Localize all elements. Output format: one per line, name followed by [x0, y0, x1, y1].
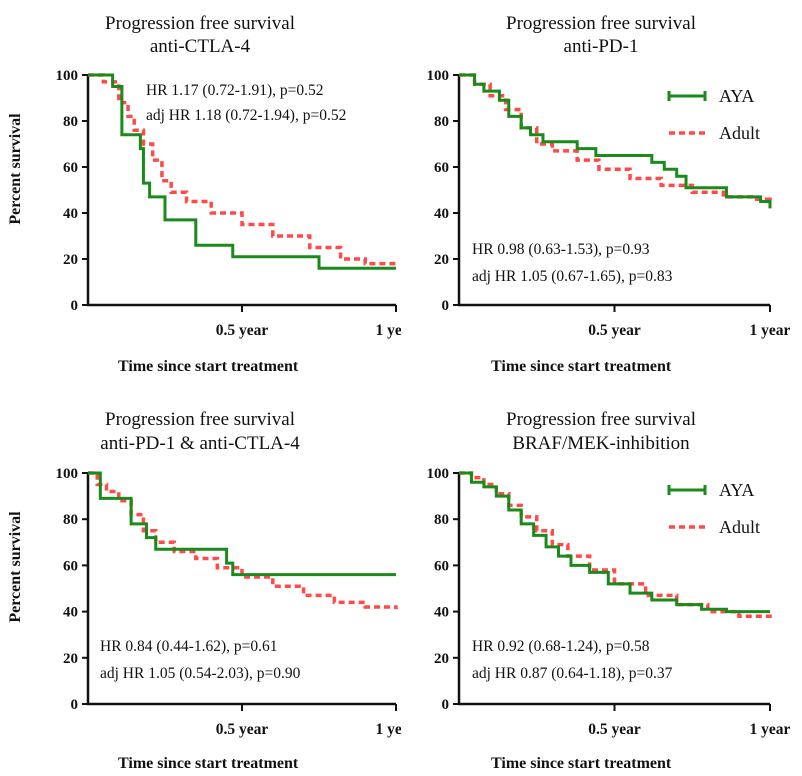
y-tick-label: 20: [434, 252, 449, 268]
adult-survival-curve: [459, 471, 772, 619]
hazard-ratio-text: HR 0.92 (0.68-1.24), p=0.58: [472, 638, 650, 655]
y-tick-label: 80: [434, 114, 449, 130]
y-tick-label: 60: [63, 160, 78, 176]
panel-title-line2: anti-PD-1: [563, 36, 639, 57]
aya-survival-curve: [459, 471, 770, 614]
panel-braf-mek-inhibition: Progression free survival BRAF/MEK-inhib…: [401, 394, 802, 776]
y-tick-label: 100: [56, 68, 79, 84]
x-tick-label: 1 year: [376, 322, 401, 339]
survival-plot: 0 20 40 60 80 100 0.5 year 1 year: [56, 68, 402, 339]
adjusted-hazard-ratio-text: adj HR 0.87 (0.64-1.18), p=0.37: [472, 665, 673, 682]
x-axis-label: Time since start treatment: [491, 358, 672, 375]
survival-plot: 0 20 40 60 80 100 0.5 year 1 year AYA Adult: [427, 68, 791, 339]
x-axis-label: Time since start treatment: [491, 755, 672, 772]
x-tick-label: 0.5 year: [588, 322, 641, 339]
adjusted-hazard-ratio-text: adj HR 1.05 (0.54-2.03), p=0.90: [100, 665, 301, 682]
panel-title-line2: anti-CTLA-4: [149, 36, 251, 57]
y-tick-label: 40: [63, 206, 78, 222]
aya-survival-curve: [88, 73, 396, 270]
x-tick-label: 0.5 year: [216, 322, 269, 339]
survival-plot: 0 20 40 60 80 100 0.5 year 1 year: [56, 466, 402, 738]
legend-adult-label: Adult: [719, 517, 760, 537]
y-tick-label: 0: [442, 697, 450, 713]
aya-survival-curve: [459, 73, 772, 209]
panel-title-line1: Progression free survival: [105, 409, 295, 430]
aya-survival-curve: [88, 471, 396, 577]
y-tick-label: 80: [63, 512, 78, 528]
y-tick-label: 20: [63, 651, 78, 667]
panel-title-line2: anti-PD-1 & anti-CTLA-4: [100, 433, 300, 454]
panel-title-line1: Progression free survival: [105, 13, 295, 34]
y-tick-label: 20: [63, 252, 78, 268]
legend-aya-label: AYA: [719, 86, 754, 106]
panel-anti-pd1-anti-ctla4: Progression free survival anti-PD-1 & an…: [0, 394, 401, 776]
panel-title-line1: Progression free survival: [506, 409, 696, 430]
hazard-ratio-text: HR 0.84 (0.44-1.62), p=0.61: [100, 638, 278, 655]
x-tick-label: 0.5 year: [588, 721, 641, 738]
y-tick-label: 20: [434, 651, 449, 667]
panel-title-line2: BRAF/MEK-inhibition: [512, 433, 690, 454]
y-tick-label: 60: [434, 160, 449, 176]
hazard-ratio-text: HR 0.98 (0.63-1.53), p=0.93: [472, 241, 650, 258]
y-tick-label: 100: [427, 466, 450, 482]
y-tick-label: 0: [71, 298, 79, 314]
adjusted-hazard-ratio-text: adj HR 1.18 (0.72-1.94), p=0.52: [146, 107, 347, 124]
adult-survival-curve: [88, 471, 398, 610]
legend-aya-label: AYA: [719, 480, 754, 500]
panel-anti-pd1: Progression free survival anti-PD-1 0 20 4…: [401, 0, 802, 388]
legend-adult-label: Adult: [719, 123, 760, 143]
y-tick-label: 40: [63, 605, 78, 621]
y-tick-label: 80: [434, 512, 449, 528]
adult-survival-curve: [88, 73, 398, 266]
y-tick-label: 40: [434, 605, 449, 621]
y-tick-label: 40: [434, 206, 449, 222]
x-tick-label: 1 year: [750, 322, 791, 339]
adjusted-hazard-ratio-text: adj HR 1.05 (0.67-1.65), p=0.83: [472, 268, 673, 285]
x-tick-label: 1 year: [750, 721, 791, 738]
y-tick-label: 100: [56, 466, 79, 482]
y-tick-label: 80: [63, 114, 78, 130]
hazard-ratio-text: HR 1.17 (0.72-1.91), p=0.52: [146, 82, 324, 99]
y-tick-label: 0: [71, 697, 79, 713]
y-tick-label: 0: [442, 298, 450, 314]
panel-title-line1: Progression free survival: [506, 13, 696, 34]
survival-plot: 0 20 40 60 80 100 0.5 year 1 year AYA Adult: [427, 466, 791, 738]
x-axis-label: Time since start treatment: [118, 358, 299, 375]
y-tick-label: 60: [434, 558, 449, 574]
x-tick-label: 0.5 year: [216, 721, 269, 738]
y-tick-label: 60: [63, 558, 78, 574]
panel-anti-ctla4: Progression free survival anti-CTLA-4 Pe…: [0, 0, 401, 388]
x-axis-label: Time since start treatment: [118, 755, 299, 772]
x-tick-label: 1 year: [376, 721, 401, 738]
y-tick-label: 100: [427, 68, 450, 84]
